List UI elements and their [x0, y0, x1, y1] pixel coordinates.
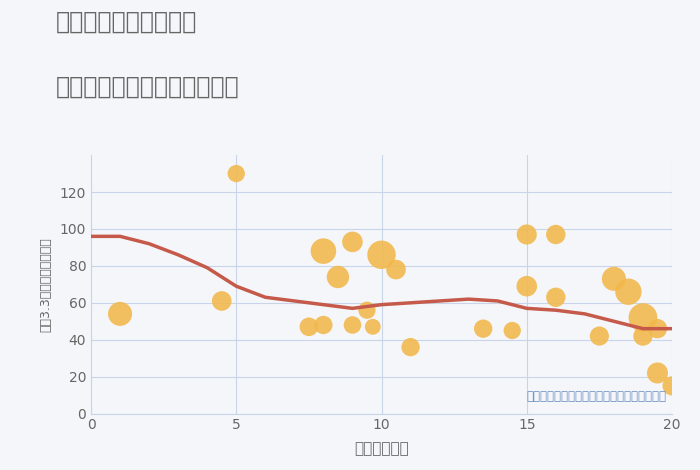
Point: [623, 288, 634, 296]
Point: [391, 266, 402, 274]
Text: 円の大きさは、取引のあった物件面積を示す: 円の大きさは、取引のあった物件面積を示す: [526, 390, 666, 403]
Point: [521, 282, 532, 290]
Point: [666, 382, 678, 390]
Point: [652, 325, 663, 332]
Point: [318, 321, 329, 329]
Point: [521, 231, 532, 238]
Point: [231, 170, 242, 177]
Point: [550, 231, 561, 238]
Y-axis label: 坪（3.3㎡）単価（万円）: 坪（3.3㎡）単価（万円）: [40, 237, 52, 332]
Point: [638, 332, 649, 340]
Point: [376, 251, 387, 258]
Point: [346, 238, 358, 246]
Point: [346, 321, 358, 329]
Point: [216, 297, 228, 305]
Point: [550, 293, 561, 301]
Point: [114, 310, 126, 318]
Text: 岐阜県関市洞戸大野の: 岐阜県関市洞戸大野の: [56, 9, 197, 33]
Point: [638, 314, 649, 321]
Point: [608, 275, 620, 282]
Point: [405, 344, 416, 351]
Point: [507, 327, 518, 334]
Point: [368, 323, 379, 330]
Point: [361, 306, 372, 314]
Point: [303, 323, 314, 330]
Text: 駅距離別中古マンション価格: 駅距離別中古マンション価格: [56, 75, 239, 99]
Point: [318, 247, 329, 255]
Point: [594, 332, 605, 340]
Point: [477, 325, 489, 332]
X-axis label: 駅距離（分）: 駅距離（分）: [354, 441, 409, 456]
Point: [652, 369, 663, 377]
Point: [332, 273, 344, 281]
